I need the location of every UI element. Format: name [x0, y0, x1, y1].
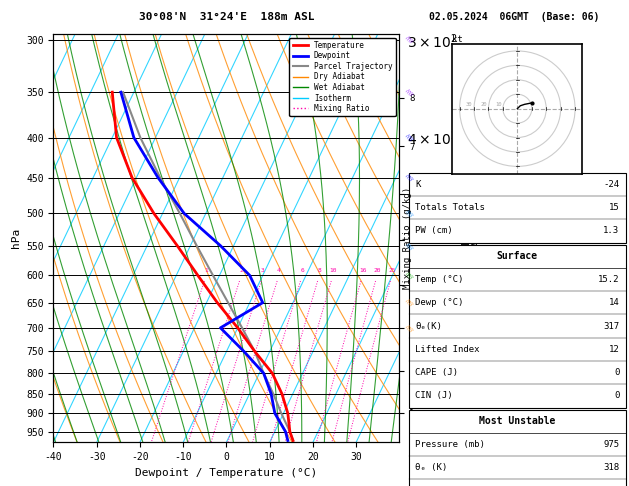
Text: ////: ////	[404, 209, 413, 218]
Text: ////: ////	[404, 88, 413, 97]
Text: 10: 10	[495, 102, 501, 107]
Bar	[409, 244, 626, 408]
Text: 1: 1	[204, 268, 208, 273]
Text: 4: 4	[277, 268, 281, 273]
X-axis label: Dewpoint / Temperature (°C): Dewpoint / Temperature (°C)	[135, 468, 318, 478]
Text: 12: 12	[609, 345, 620, 354]
Text: 25: 25	[388, 268, 396, 273]
Text: ////: ////	[404, 173, 413, 182]
Text: 16: 16	[359, 268, 366, 273]
Bar	[409, 410, 626, 486]
Text: K: K	[415, 180, 421, 189]
Text: Dewp (°C): Dewp (°C)	[415, 298, 464, 307]
Text: 15.2: 15.2	[598, 275, 620, 284]
Text: 20: 20	[481, 102, 487, 107]
Text: 30: 30	[466, 102, 472, 107]
Text: ////: ////	[404, 133, 413, 142]
Text: 30°08'N  31°24'E  188m ASL: 30°08'N 31°24'E 188m ASL	[138, 12, 314, 22]
Text: 318: 318	[603, 463, 620, 472]
Text: 3: 3	[261, 268, 265, 273]
Text: Most Unstable: Most Unstable	[479, 416, 555, 426]
Text: 0: 0	[614, 391, 620, 400]
Text: Lifted Index: Lifted Index	[415, 345, 480, 354]
Y-axis label: hPa: hPa	[11, 228, 21, 248]
Text: 6: 6	[300, 268, 304, 273]
Text: ////: ////	[404, 35, 413, 44]
Text: ////: ////	[404, 271, 413, 280]
Text: Temp (°C): Temp (°C)	[415, 275, 464, 284]
Text: Totals Totals: Totals Totals	[415, 203, 485, 212]
Text: θₑ(K): θₑ(K)	[415, 322, 442, 330]
Text: CIN (J): CIN (J)	[415, 391, 453, 400]
Text: 15: 15	[609, 203, 620, 212]
Legend: Temperature, Dewpoint, Parcel Trajectory, Dry Adiabat, Wet Adiabat, Isotherm, Mi: Temperature, Dewpoint, Parcel Trajectory…	[289, 38, 396, 116]
Text: 1.3: 1.3	[603, 226, 620, 236]
Text: ////: ////	[404, 323, 413, 332]
Text: 975: 975	[603, 440, 620, 449]
Y-axis label: km
ASL: km ASL	[460, 229, 482, 247]
Text: Mixing Ratio (g/kg): Mixing Ratio (g/kg)	[403, 187, 411, 289]
Text: CAPE (J): CAPE (J)	[415, 368, 459, 377]
Text: ////: ////	[404, 298, 413, 307]
Text: 14: 14	[609, 298, 620, 307]
Text: 0: 0	[614, 368, 620, 377]
Text: ////: ////	[404, 242, 413, 250]
Text: 10: 10	[329, 268, 337, 273]
Text: -24: -24	[603, 180, 620, 189]
Bar	[409, 173, 626, 243]
Text: PW (cm): PW (cm)	[415, 226, 453, 236]
Text: θₑ (K): θₑ (K)	[415, 463, 448, 472]
Text: 20: 20	[374, 268, 381, 273]
Text: kt: kt	[452, 35, 463, 44]
Text: Pressure (mb): Pressure (mb)	[415, 440, 485, 449]
Text: 02.05.2024  06GMT  (Base: 06): 02.05.2024 06GMT (Base: 06)	[430, 12, 599, 22]
Text: 2: 2	[240, 268, 243, 273]
Text: 8: 8	[318, 268, 321, 273]
Text: Surface: Surface	[497, 251, 538, 261]
Text: 317: 317	[603, 322, 620, 330]
